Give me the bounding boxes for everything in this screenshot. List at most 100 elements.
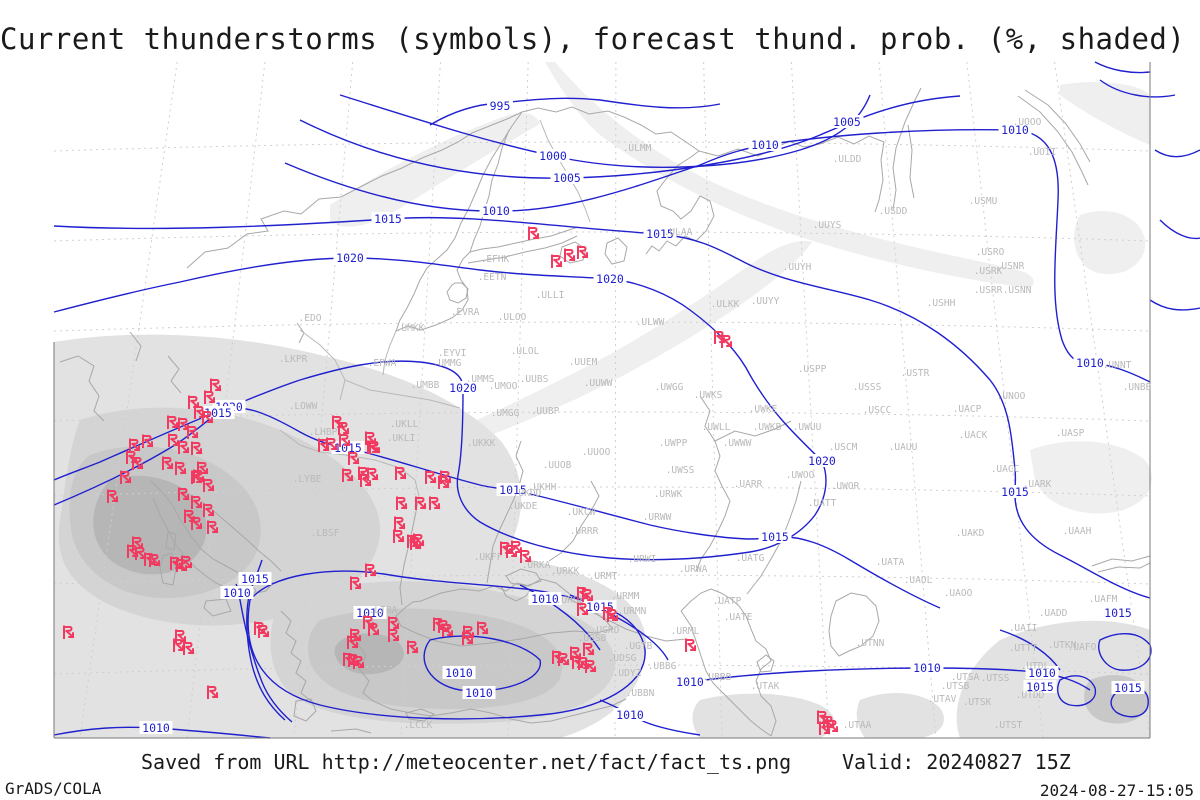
station-label: .UGKO <box>591 625 620 636</box>
saved-from-url-text: Saved from URL http://meteocenter.net/fa… <box>141 750 792 774</box>
contour-label: 995 <box>487 99 513 113</box>
station-label: .URWI <box>628 554 657 565</box>
station-label: .UUYY <box>751 296 780 307</box>
station-label: .UKLL <box>390 419 419 430</box>
svg-text:1015: 1015 <box>1001 485 1029 499</box>
svg-text:1015: 1015 <box>1114 681 1142 695</box>
svg-text:1010: 1010 <box>676 675 704 689</box>
svg-text:1010: 1010 <box>465 686 493 700</box>
station-label: .UUYS <box>813 220 842 231</box>
svg-text:1020: 1020 <box>336 251 364 265</box>
station-labels-layer: .ULMM .ULDD .UOOO .UOII .USDD .USMU .ULAA .UUYS… <box>279 117 1152 731</box>
station-label: .UACK <box>959 430 988 441</box>
station-label: .UTTT <box>1009 643 1038 654</box>
station-label: .ULLI <box>536 290 565 301</box>
station-label: .URWA <box>679 564 708 575</box>
station-label: .UKHH <box>528 482 557 493</box>
station-label: .UTNN <box>856 638 885 649</box>
contour-label: 1010 <box>1073 356 1107 370</box>
station-label: .UMGG <box>491 408 520 419</box>
station-label: .UWWW <box>723 438 752 449</box>
svg-text:1005: 1005 <box>833 115 861 129</box>
station-label: .USTR <box>901 368 930 379</box>
contour-label: 1010 <box>462 686 496 700</box>
station-label: .UAFO <box>1068 642 1097 653</box>
station-label: .UTDD <box>1016 690 1045 701</box>
contour-label: 1005 <box>550 171 584 185</box>
station-label: .USDD <box>879 206 908 217</box>
station-label: .URMT <box>589 571 618 582</box>
station-label: .EETN <box>478 272 507 283</box>
contour-label: 1010 <box>613 708 647 722</box>
station-label: .UMMS <box>466 374 495 385</box>
svg-text:1015: 1015 <box>1104 606 1132 620</box>
contour-label: 1010 <box>353 606 387 620</box>
svg-text:1015: 1015 <box>646 227 674 241</box>
station-label: .USCC <box>863 405 892 416</box>
station-label: .UUWW <box>584 378 613 389</box>
svg-text:1015: 1015 <box>204 406 232 420</box>
contour-label: 1010 <box>442 666 476 680</box>
contour-label: 1010 <box>673 675 707 689</box>
station-label: .UWLL <box>702 422 731 433</box>
station-label: .LOWW <box>289 401 318 412</box>
station-label: .USRR <box>974 285 1003 296</box>
contour-labels-layer: 9951000100510051010101010101015101510201… <box>139 99 1145 735</box>
station-label: .UWOR <box>831 481 860 492</box>
station-label: .UAUU <box>889 442 918 453</box>
contour-label: 1010 <box>748 138 782 152</box>
svg-text:1010: 1010 <box>223 586 251 600</box>
station-label: .UKDD <box>513 488 542 499</box>
station-label: .UKCW <box>567 507 596 518</box>
svg-text:1000: 1000 <box>539 149 567 163</box>
station-label: .USSS <box>853 382 882 393</box>
station-label: .USHH <box>927 298 956 309</box>
station-label: .UTAV <box>928 694 957 705</box>
station-label: .LCLK <box>404 720 433 731</box>
svg-text:1010: 1010 <box>445 666 473 680</box>
station-label: .UAAH <box>1063 526 1092 537</box>
station-label: .UWGG <box>655 382 684 393</box>
station-label: .UACP <box>953 404 982 415</box>
svg-text:1010: 1010 <box>616 708 644 722</box>
contour-label: 1010 <box>220 586 254 600</box>
svg-text:1020: 1020 <box>808 454 836 468</box>
contour-label: 1005 <box>830 115 864 129</box>
station-label: .UWSS <box>666 465 695 476</box>
station-label: .UTSK <box>963 697 992 708</box>
contour-label: 1010 <box>1025 666 1059 680</box>
station-label: .UTSA <box>951 672 980 683</box>
station-label: .UAII <box>1009 623 1038 634</box>
station-label: .URMM <box>611 591 640 602</box>
station-label: .URMN <box>618 606 647 617</box>
station-label: .UATA <box>876 557 905 568</box>
station-label: .UASP <box>1056 428 1085 439</box>
render-timestamp: 2024-08-27-15:05 <box>1039 781 1194 800</box>
station-label: .UWKE <box>749 404 778 415</box>
station-label: .LHBP <box>309 427 338 438</box>
station-label: .UMBB <box>411 380 440 391</box>
parallel-gridline <box>53 321 1151 332</box>
station-label: .UBBB <box>703 672 732 683</box>
thunderstorm-icon <box>577 245 588 259</box>
station-label: .UOOO <box>1013 117 1042 128</box>
station-label: .UNNT <box>1103 360 1132 371</box>
station-label: .UDYZ <box>613 668 642 679</box>
contour-label: 1010 <box>139 721 173 735</box>
station-label: .UUBS <box>520 374 549 385</box>
svg-text:1015: 1015 <box>1026 680 1054 694</box>
station-label: .EYVI <box>438 348 467 359</box>
contour-label: 1015 <box>496 483 530 497</box>
station-label: .ULOL <box>511 346 540 357</box>
station-label: .URWW <box>643 512 672 523</box>
parallel-gridline <box>53 231 1151 242</box>
station-label: .UNBB <box>1123 382 1152 393</box>
station-label: .EDO <box>299 313 322 324</box>
station-label: .UWKB <box>753 422 782 433</box>
station-label: .UARK <box>1023 479 1052 490</box>
thunderstorm-icon <box>685 638 696 652</box>
map-frame <box>53 62 1151 739</box>
contour-label: 1015 <box>1111 681 1145 695</box>
thunderstorm-icon <box>528 226 539 240</box>
contour-label: 1015 <box>758 530 792 544</box>
